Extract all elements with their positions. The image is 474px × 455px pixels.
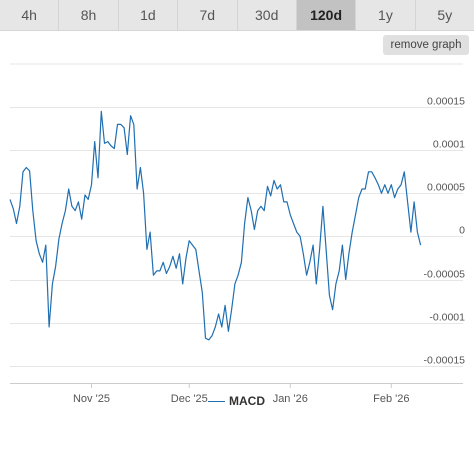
tab-1d[interactable]: 1d <box>119 0 179 30</box>
chart-legend[interactable]: MACD <box>208 393 265 409</box>
x-tick-label: Nov '25 <box>73 393 110 405</box>
time-range-tabs: 4h 8h 1d 7d 30d 120d 1y 5y <box>0 0 474 31</box>
y-tick-label: -0.00015 <box>424 355 466 367</box>
legend-swatch <box>208 400 225 402</box>
x-tick-label: Jan '26 <box>273 393 308 405</box>
tab-5y[interactable]: 5y <box>437 7 453 23</box>
y-tick-label: 0.00015 <box>427 96 465 108</box>
tab-7d[interactable]: 7d <box>178 0 238 30</box>
y-tick-label: -0.00005 <box>424 269 466 281</box>
remove-graph-button[interactable]: remove graph <box>383 35 469 55</box>
x-tick-label: Feb '26 <box>373 393 409 405</box>
tab-4h[interactable]: 4h <box>0 0 60 30</box>
y-tick-label: 0.0001 <box>433 139 465 151</box>
legend-label-macd: MACD <box>229 394 265 408</box>
y-tick-label: 0 <box>459 225 465 237</box>
y-tick-label: -0.0001 <box>429 312 465 324</box>
tab-30d[interactable]: 30d <box>238 0 297 30</box>
tab-1y[interactable]: 1y <box>356 0 416 30</box>
tab-8h[interactable]: 8h <box>59 0 119 30</box>
tab-120d[interactable]: 120d <box>296 0 357 30</box>
x-tick-label: Dec '25 <box>171 393 208 405</box>
y-tick-label: 0.00005 <box>427 182 465 194</box>
series-line-macd <box>9 110 422 341</box>
